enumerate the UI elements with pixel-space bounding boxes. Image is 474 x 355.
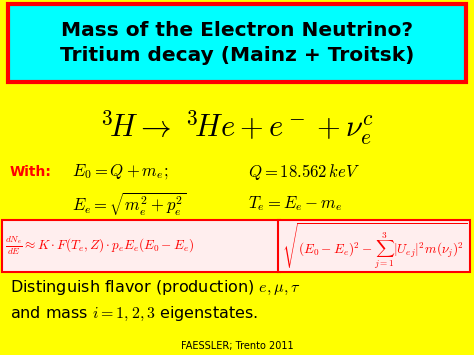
Text: $^3\!H \rightarrow \ ^3\!He + e^- + \nu_e^c$: $^3\!H \rightarrow \ ^3\!He + e^- + \nu_… [100, 109, 374, 147]
Text: $\sqrt{(E_0-E_e)^2 - \sum_{j=1}^{3}|U_{ej}|^2 m(\nu_j)^2}$: $\sqrt{(E_0-E_e)^2 - \sum_{j=1}^{3}|U_{e… [282, 221, 467, 271]
FancyBboxPatch shape [278, 220, 470, 272]
Text: Distinguish flavor (production) $e, \mu, \tau$: Distinguish flavor (production) $e, \mu,… [10, 279, 301, 297]
Text: Mass of the Electron Neutrino?
Tritium decay (Mainz + Troitsk): Mass of the Electron Neutrino? Tritium d… [60, 21, 414, 65]
Text: $T_e = E_e - m_e$: $T_e = E_e - m_e$ [248, 195, 342, 213]
Text: $E_0 = Q + m_e;$: $E_0 = Q + m_e;$ [72, 163, 168, 181]
Text: $E_e = \sqrt{m_e^2 + p_e^2}$: $E_e = \sqrt{m_e^2 + p_e^2}$ [72, 190, 187, 218]
Text: With:: With: [10, 165, 52, 179]
Text: and mass $i = 1, 2, 3$ eigenstates.: and mass $i = 1, 2, 3$ eigenstates. [10, 305, 258, 323]
Text: FAESSLER; Trento 2011: FAESSLER; Trento 2011 [181, 341, 293, 351]
Text: $\frac{dN_e}{dE} \approx K \cdot F(T_e,Z) \cdot p_e E_e(E_0 - E_e)$: $\frac{dN_e}{dE} \approx K \cdot F(T_e,Z… [5, 235, 194, 257]
FancyBboxPatch shape [8, 4, 466, 82]
FancyBboxPatch shape [2, 220, 280, 272]
Text: $Q = 18.562\,keV$: $Q = 18.562\,keV$ [248, 162, 360, 182]
